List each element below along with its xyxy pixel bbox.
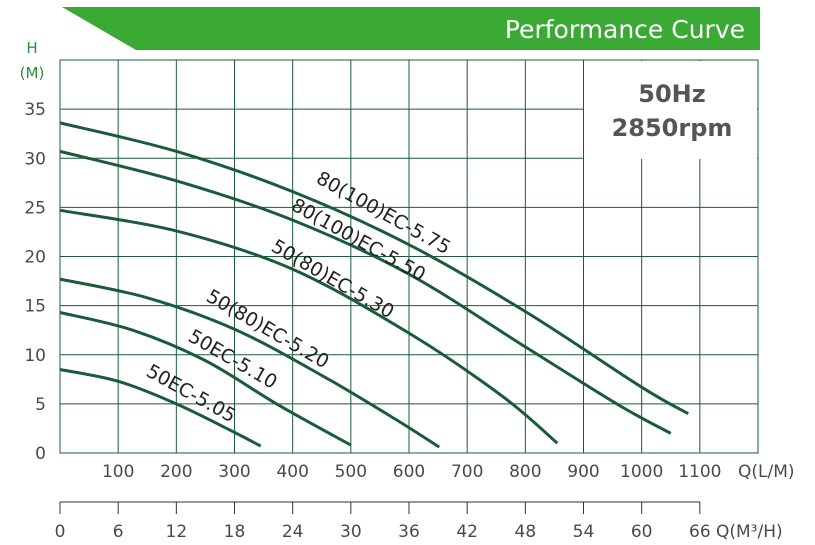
y-tick-label: 10 bbox=[24, 346, 46, 366]
curve-line bbox=[59, 208, 559, 445]
plot-frame bbox=[59, 59, 759, 454]
x-tick-label-lpm: 200 bbox=[160, 462, 192, 482]
x-tick-label-m3h: 66 bbox=[689, 522, 711, 542]
y-tick-label: 0 bbox=[35, 444, 46, 464]
title-banner bbox=[62, 7, 760, 50]
info-box bbox=[584, 61, 757, 159]
x-tick-label-m3h: 48 bbox=[515, 522, 537, 542]
x-tick-label-lpm: 300 bbox=[218, 462, 250, 482]
x-tick-label-lpm: 1100 bbox=[678, 462, 721, 482]
x-tick-label-lpm: 500 bbox=[335, 462, 367, 482]
x-tick-label-m3h: 54 bbox=[573, 522, 595, 542]
speed-label: 2850rpm bbox=[612, 114, 733, 142]
frequency-label: 50Hz bbox=[638, 80, 705, 108]
curve-line bbox=[59, 368, 262, 448]
x-tick-labels-m3h: 0 6 12 18 24 30 36 42 48 54 60 66 bbox=[55, 502, 711, 542]
x-tick-label-m3h: 0 bbox=[55, 522, 66, 542]
x-tick-label-m3h: 18 bbox=[224, 522, 246, 542]
y-tick-label: 20 bbox=[24, 248, 46, 268]
curve-labels: 80(100)EC-5.7580(100)EC-5.5050(80)EC-5.3… bbox=[143, 167, 455, 427]
x-tick-label-lpm: 1000 bbox=[620, 462, 663, 482]
curve-line bbox=[59, 311, 352, 447]
y-tick-label: 25 bbox=[24, 198, 46, 218]
y-tick-label: 15 bbox=[24, 297, 46, 317]
x-tick-label-m3h: 36 bbox=[398, 522, 420, 542]
x-axis-title-lpm: Q(L/M) bbox=[738, 462, 795, 482]
y-tick-label: 5 bbox=[35, 395, 46, 415]
curve-line bbox=[59, 277, 441, 449]
curve-line bbox=[59, 121, 689, 416]
x-tick-labels-lpm: 100 200 300 400 500 600 700 800 900 1000 1100 bbox=[102, 462, 722, 482]
y-axis-title-line2: (M) bbox=[20, 64, 45, 82]
x-tick-label-m3h: 12 bbox=[166, 522, 188, 542]
y-tick-label: 35 bbox=[24, 100, 46, 120]
x-tick-label-m3h: 60 bbox=[631, 522, 653, 542]
x-tick-label-lpm: 800 bbox=[509, 462, 541, 482]
x-tick-label-m3h: 42 bbox=[456, 522, 478, 542]
x-tick-label-m3h: 6 bbox=[113, 522, 124, 542]
x-tick-label-lpm: 600 bbox=[393, 462, 425, 482]
y-axis-title-line1: H bbox=[26, 39, 37, 57]
x-tick-label-lpm: 400 bbox=[276, 462, 308, 482]
y-tick-labels: 0 5 10 15 20 25 30 35 bbox=[24, 100, 46, 464]
x-tick-label-lpm: 900 bbox=[567, 462, 599, 482]
curves bbox=[59, 121, 689, 449]
x-tick-label-m3h: 24 bbox=[282, 522, 304, 542]
curve-line bbox=[59, 149, 672, 435]
y-tick-label: 30 bbox=[24, 149, 46, 169]
chart-title: Performance Curve bbox=[505, 15, 745, 44]
x-tick-label-lpm: 700 bbox=[451, 462, 483, 482]
x-axis-title-m3h: Q(M³/H) bbox=[716, 522, 783, 542]
x-tick-label-lpm: 100 bbox=[102, 462, 134, 482]
x-tick-label-m3h: 30 bbox=[340, 522, 362, 542]
